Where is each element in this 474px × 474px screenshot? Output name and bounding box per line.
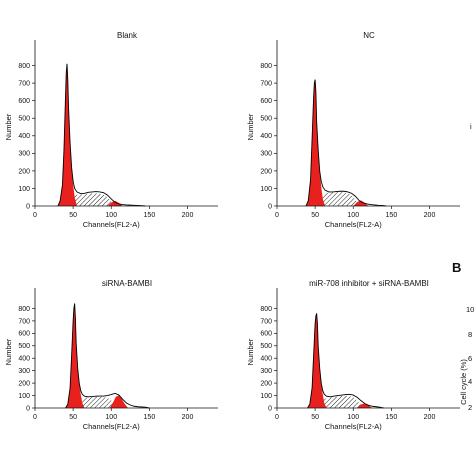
y-tick-label: 200	[18, 168, 30, 175]
y-axis-label: Number	[4, 113, 13, 140]
histogram-panel-sirna-bambi: siRNA-BAMBI 0 100 200 300 400 500 600 700 800 0 50 1…	[4, 279, 218, 431]
x-axis-label: Channels(FL2-A)	[325, 422, 383, 431]
y-tick-label: 600	[18, 331, 30, 338]
g1-peak-area	[65, 303, 85, 408]
y-tick-label: 800	[18, 63, 30, 70]
y-tick-label: 800	[260, 63, 272, 70]
side-tick-fragment: 10	[466, 305, 474, 314]
y-axis-label: Number	[4, 338, 13, 365]
histogram-line	[305, 79, 387, 207]
panel-letter-b: B	[452, 260, 461, 275]
x-tick-label: 150	[144, 212, 156, 219]
y-tick-label: 200	[260, 381, 272, 388]
side-tick-fragment: 6	[468, 354, 472, 363]
y-axis-label: Number	[246, 338, 255, 365]
x-tick-label: 0	[275, 212, 279, 219]
y-tick-label: 300	[18, 151, 30, 158]
x-tick-label: 50	[69, 414, 77, 421]
y-tick-label: 400	[260, 133, 272, 140]
y-tick-label: 100	[18, 186, 30, 193]
x-tick-label: 50	[311, 414, 319, 421]
y-tick-label: 700	[260, 81, 272, 88]
histogram-panel-blank: Blank 0 100 200 300 400 500 600 700 800 0 50 100 150 2…	[4, 31, 218, 229]
y-tick-label: 700	[260, 318, 272, 325]
y-tick-label: 500	[260, 116, 272, 123]
x-tick-label: 0	[33, 414, 37, 421]
y-tick-label: 700	[18, 318, 30, 325]
y-tick-label: 200	[18, 381, 30, 388]
x-tick-label: 0	[33, 212, 37, 219]
s-phase-area	[76, 396, 116, 408]
x-tick-label: 150	[386, 414, 398, 421]
y-tick-label: 400	[18, 133, 30, 140]
x-tick-label: 100	[347, 414, 359, 421]
x-axis-label: Channels(FL2-A)	[83, 220, 141, 229]
y-tick-label: 300	[18, 368, 30, 375]
g2-peak-area	[107, 200, 123, 206]
side-tick-fragment: 4	[468, 377, 472, 386]
y-tick-label: 500	[18, 343, 30, 350]
x-tick-label: 100	[105, 414, 117, 421]
x-tick-label: 50	[311, 212, 319, 219]
s-phase-area	[69, 193, 113, 206]
histogram-panel-nc: NC 0 100 200 300 400 500 600 700 800 0 50 100 150 200 C…	[246, 31, 460, 229]
x-tick-label: 200	[182, 212, 194, 219]
y-tick-label: 500	[18, 116, 30, 123]
y-tick-label: 300	[260, 368, 272, 375]
y-tick-label: 0	[268, 203, 272, 210]
y-tick-label: 700	[18, 81, 30, 88]
y-tick-label: 100	[260, 393, 272, 400]
side-tick-fragment: 2	[468, 403, 472, 412]
s-phase-area	[318, 395, 364, 408]
y-tick-label: 600	[260, 98, 272, 105]
x-axis-label: Channels(FL2-A)	[325, 220, 383, 229]
y-tick-label: 600	[260, 331, 272, 338]
x-tick-label: 200	[424, 212, 436, 219]
x-tick-label: 0	[275, 414, 279, 421]
g1-peak-area	[57, 63, 77, 206]
g2-peak-area	[353, 200, 369, 206]
panel-title: NC	[363, 31, 375, 40]
x-tick-label: 100	[347, 212, 359, 219]
x-tick-label: 100	[105, 212, 117, 219]
x-axis-label: Channels(FL2-A)	[83, 422, 141, 431]
g2-peak-area	[357, 403, 373, 408]
y-tick-label: 0	[26, 203, 30, 210]
x-tick-label: 150	[386, 212, 398, 219]
histogram-panel-mir708-inhibitor-sirna-bambi: miR-708 inhibitor + siRNA-BAMBI 0 100 200 30…	[246, 279, 460, 431]
panel-title: siRNA-BAMBI	[102, 279, 152, 288]
y-tick-label: 200	[260, 168, 272, 175]
side-axis-label: Cell cycle (%)	[459, 359, 468, 405]
x-tick-label: 150	[144, 414, 156, 421]
y-tick-label: 800	[18, 306, 30, 313]
y-tick-label: 0	[26, 405, 30, 412]
y-tick-label: 0	[268, 405, 272, 412]
x-tick-label: 200	[182, 414, 194, 421]
panel-title: miR-708 inhibitor + siRNA-BAMBI	[309, 279, 429, 288]
g1-peak-area	[305, 79, 326, 206]
side-panel-b: B i Cell cycle (%) 10 8 6 4 2	[452, 122, 474, 412]
y-tick-label: 100	[18, 393, 30, 400]
s-phase-area	[316, 191, 360, 206]
histogram-line	[307, 313, 384, 409]
y-tick-label: 100	[260, 186, 272, 193]
y-tick-label: 500	[260, 343, 272, 350]
g2-peak-area	[109, 395, 129, 408]
y-axis-label: Number	[246, 113, 255, 140]
y-tick-label: 400	[260, 356, 272, 363]
y-tick-label: 800	[260, 306, 272, 313]
panel-title: Blank	[117, 31, 138, 40]
y-tick-label: 300	[260, 151, 272, 158]
x-tick-label: 200	[424, 414, 436, 421]
side-top-fragment: i	[470, 122, 472, 131]
y-tick-label: 600	[18, 98, 30, 105]
x-tick-label: 50	[69, 212, 77, 219]
y-tick-label: 400	[18, 356, 30, 363]
side-tick-fragment: 8	[468, 330, 472, 339]
histogram-line	[65, 303, 150, 409]
histogram-line	[57, 63, 146, 207]
